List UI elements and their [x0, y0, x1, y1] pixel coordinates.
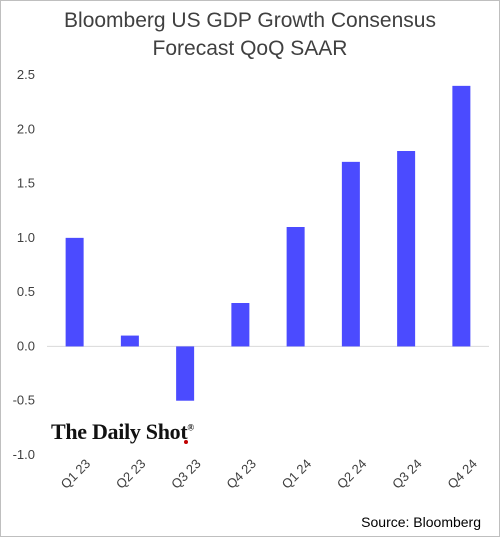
y-tick-label: 2.5	[17, 67, 35, 82]
x-tick-label: Q4 24	[444, 456, 480, 492]
watermark-text: The Daily Shot	[51, 419, 188, 444]
x-tick-label: Q4 23	[223, 456, 259, 492]
y-tick-label: 1.5	[17, 176, 35, 191]
bar-q4-23	[231, 303, 250, 347]
bar-q4-24	[452, 85, 471, 347]
x-tick-label: Q2 23	[113, 456, 149, 492]
chart-title: Bloomberg US GDP Growth Consensus Foreca…	[1, 7, 499, 63]
x-tick-label: Q2 24	[334, 456, 370, 492]
chart-title-line-1: Bloomberg US GDP Growth Consensus	[64, 9, 436, 32]
chart-title-line-2: Forecast QoQ SAAR	[152, 37, 348, 60]
bar-q3-23	[176, 346, 195, 401]
daily-shot-watermark: The Daily Shot®	[51, 419, 194, 445]
bar-q3-24	[397, 151, 416, 347]
x-tick-label: Q3 23	[168, 456, 204, 492]
y-tick-label: 0.5	[17, 284, 35, 299]
watermark-dot	[183, 440, 188, 444]
x-tick-label: Q3 24	[389, 456, 425, 492]
y-tick-label: -0.5	[13, 393, 35, 408]
y-tick-label: -1.0	[13, 447, 35, 462]
source-note: Source: Bloomberg	[361, 514, 481, 530]
x-tick-label: Q1 24	[279, 456, 315, 492]
x-tick-label: Q1 23	[58, 456, 94, 492]
y-tick-label: 1.0	[17, 230, 35, 245]
y-tick-label: 0.0	[17, 338, 35, 353]
bar-q1-24	[286, 227, 305, 347]
y-tick-label: 2.0	[17, 121, 35, 136]
bar-q2-23	[120, 335, 139, 347]
registered-mark: ®	[187, 422, 194, 433]
bar-q1-23	[65, 237, 84, 347]
bar-q2-24	[341, 161, 360, 347]
